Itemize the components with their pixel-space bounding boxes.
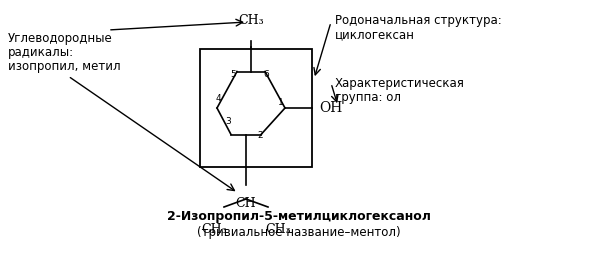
Text: CH₃: CH₃ <box>238 14 264 27</box>
Text: CH₃: CH₃ <box>265 223 291 236</box>
Text: Углеводородные: Углеводородные <box>8 32 113 45</box>
Text: 2: 2 <box>258 131 263 140</box>
Text: 3: 3 <box>226 117 231 126</box>
Bar <box>200 49 312 167</box>
Text: 4: 4 <box>216 94 222 103</box>
Text: 1: 1 <box>277 98 283 107</box>
Text: OH: OH <box>319 101 342 115</box>
Text: группа: ол: группа: ол <box>335 91 401 104</box>
Text: CH₃: CH₃ <box>201 223 227 236</box>
Text: Характеристическая: Характеристическая <box>335 77 465 90</box>
Text: изопропил, метил: изопропил, метил <box>8 60 120 73</box>
Text: циклогексан: циклогексан <box>335 28 415 41</box>
Text: CH: CH <box>235 197 256 210</box>
Text: 2-Изопропил-5-метилциклогексанол: 2-Изопропил-5-метилциклогексанол <box>167 210 431 223</box>
Text: радикалы:: радикалы: <box>8 46 74 59</box>
Text: (тривиальное название–ментол): (тривиальное название–ментол) <box>197 226 401 239</box>
Text: 6: 6 <box>263 70 269 79</box>
Text: Родоначальная структура:: Родоначальная структура: <box>335 14 502 27</box>
Text: 5: 5 <box>230 70 236 79</box>
